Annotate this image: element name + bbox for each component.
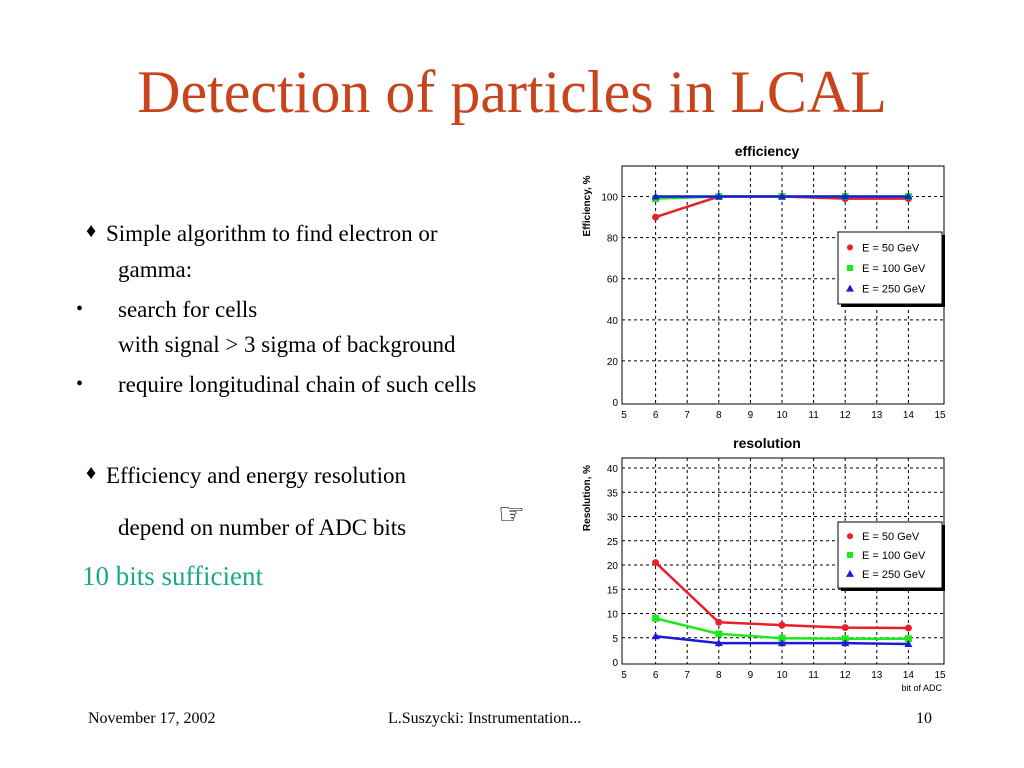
legend-entry: E = 250 GeV [862, 569, 926, 581]
y-tick-label: 5 [612, 634, 618, 645]
text-search-cells: search for cells [118, 298, 257, 321]
slide-title: Detection of particles in LCAL [0, 62, 1024, 122]
x-axis-label: bit of ADC [901, 423, 942, 424]
x-tick-label: 9 [748, 410, 754, 421]
resolution-chart: resolution Resolution, % 5 6 7 8 9 10 11 12 13 14 15… [570, 432, 954, 696]
legend-entry: E = 100 GeV [862, 263, 926, 275]
y-tick-label: 10 [607, 610, 619, 621]
y-tick-label: 15 [607, 585, 619, 596]
y-tick-label: 60 [607, 275, 619, 286]
y-tick-label: 80 [607, 234, 619, 245]
y-axis-label: Resolution, % [582, 465, 593, 531]
x-axis-label: bit of ADC [901, 683, 942, 693]
y-axis-label: Efficiency, % [582, 175, 593, 236]
chart-title: resolution [733, 435, 801, 451]
diamond-bullet-icon: ♦ [86, 463, 96, 483]
y-tick-label: 35 [607, 488, 619, 499]
y-tick-label: 30 [607, 513, 619, 524]
data-point [715, 619, 722, 626]
x-tick-label: 11 [808, 670, 819, 681]
x-tick-label: 15 [934, 670, 946, 681]
legend-marker [847, 552, 853, 558]
y-tick-label: 40 [607, 316, 619, 327]
x-tick-label: 6 [653, 410, 659, 421]
text-ten-bits-sufficient: 10 bits sufficient [82, 563, 263, 590]
data-point [715, 630, 722, 637]
data-point [652, 214, 659, 221]
data-point [652, 615, 659, 622]
y-tick-label: 40 [607, 464, 619, 475]
x-tick-label: 13 [871, 670, 883, 681]
x-tick-label: 14 [903, 410, 915, 421]
y-tick-label: 25 [607, 537, 619, 548]
data-point [842, 624, 849, 631]
x-tick-label: 14 [903, 670, 915, 681]
x-tick-label: 13 [871, 410, 883, 421]
x-tick-label: 12 [840, 410, 852, 421]
text-efficiency-resolution: Efficiency and energy resolution [106, 464, 406, 487]
legend-marker [847, 265, 853, 271]
x-tick-label: 5 [621, 670, 627, 681]
footer-author: L.Suszycki: Instrumentation... [388, 711, 581, 727]
x-tick-label: 11 [808, 410, 819, 421]
text-signal-threshold: with signal > 3 sigma of background [118, 333, 455, 356]
x-tick-label: 8 [716, 670, 722, 681]
x-tick-label: 15 [934, 410, 946, 421]
page-number: 10 [916, 711, 932, 727]
bullet-dot-icon: • [76, 299, 83, 319]
x-tick-label: 9 [748, 670, 754, 681]
legend-marker [847, 244, 853, 250]
footer-date: November 17, 2002 [88, 711, 216, 727]
bullet-dot-icon: • [76, 374, 83, 394]
y-tick-label: 100 [601, 193, 618, 204]
legend-entry: E = 50 GeV [862, 242, 920, 254]
text-algorithm: Simple algorithm to find electron or [106, 222, 438, 245]
diamond-bullet-icon: ♦ [86, 221, 96, 241]
x-tick-label: 6 [653, 670, 659, 681]
data-point [652, 559, 659, 566]
data-point [905, 625, 912, 632]
x-tick-label: 7 [684, 410, 690, 421]
x-tick-label: 8 [716, 410, 722, 421]
x-tick-label: 7 [684, 670, 690, 681]
y-tick-label: 20 [607, 357, 619, 368]
pointing-hand-icon: ☞ [498, 500, 525, 530]
x-tick-label: 12 [840, 670, 852, 681]
legend-entry: E = 100 GeV [862, 550, 926, 562]
data-point [779, 622, 786, 629]
x-tick-label: 10 [776, 670, 788, 681]
legend-entry: E = 250 GeV [862, 284, 926, 296]
legend-marker [847, 533, 853, 539]
efficiency-chart: efficiency Efficiency, % 5 6 7 8 9 10 11 12 13 14 15… [570, 136, 954, 424]
text-gamma: gamma: [118, 258, 192, 281]
y-tick-label: 20 [607, 561, 619, 572]
y-tick-label: 0 [612, 658, 618, 669]
text-longitudinal-chain: require longitudinal chain of such cells [118, 373, 476, 396]
legend-entry: E = 50 GeV [862, 531, 920, 543]
x-tick-label: 5 [621, 410, 627, 421]
x-tick-label: 10 [776, 410, 788, 421]
chart-title: efficiency [735, 143, 800, 159]
y-tick-label: 0 [612, 398, 618, 409]
text-adc-bits: depend on number of ADC bits [118, 516, 406, 539]
